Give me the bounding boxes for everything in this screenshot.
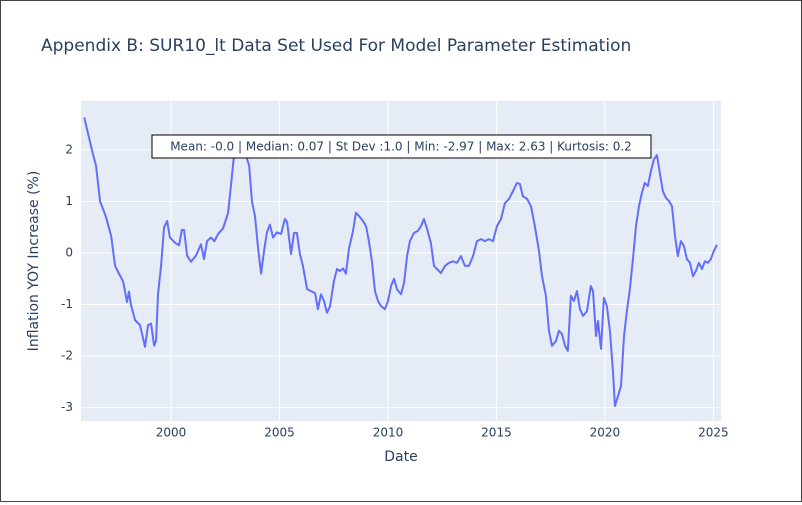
lines <box>83 117 718 408</box>
y-tick-label: 1 <box>65 194 73 208</box>
x-tick-label: 2000 <box>156 426 187 440</box>
y-tick-label: -2 <box>61 349 73 363</box>
y-tick-label: 0 <box>65 246 73 260</box>
x-tick-label: 2025 <box>698 426 729 440</box>
x-tick-label: 2020 <box>590 426 621 440</box>
y-axis-label: Inflation YOY Increase (%) <box>26 171 42 352</box>
annotation-box <box>151 134 652 159</box>
y-tick-label: -3 <box>61 400 73 414</box>
x-axis-label: Date <box>384 449 417 465</box>
data-line <box>83 117 718 408</box>
x-tick-label: 2005 <box>264 426 295 440</box>
chart-title: Appendix B: SUR10_lt Data Set Used For M… <box>41 36 631 56</box>
annotation: Mean: -0.0 | Median: 0.07 | St Dev :1.0 … <box>170 140 632 154</box>
y-tick-label: -1 <box>61 297 73 311</box>
y-tick-label: 2 <box>65 142 73 156</box>
x-tick-label: 2010 <box>373 426 404 440</box>
x-tick-label: 2015 <box>481 426 512 440</box>
